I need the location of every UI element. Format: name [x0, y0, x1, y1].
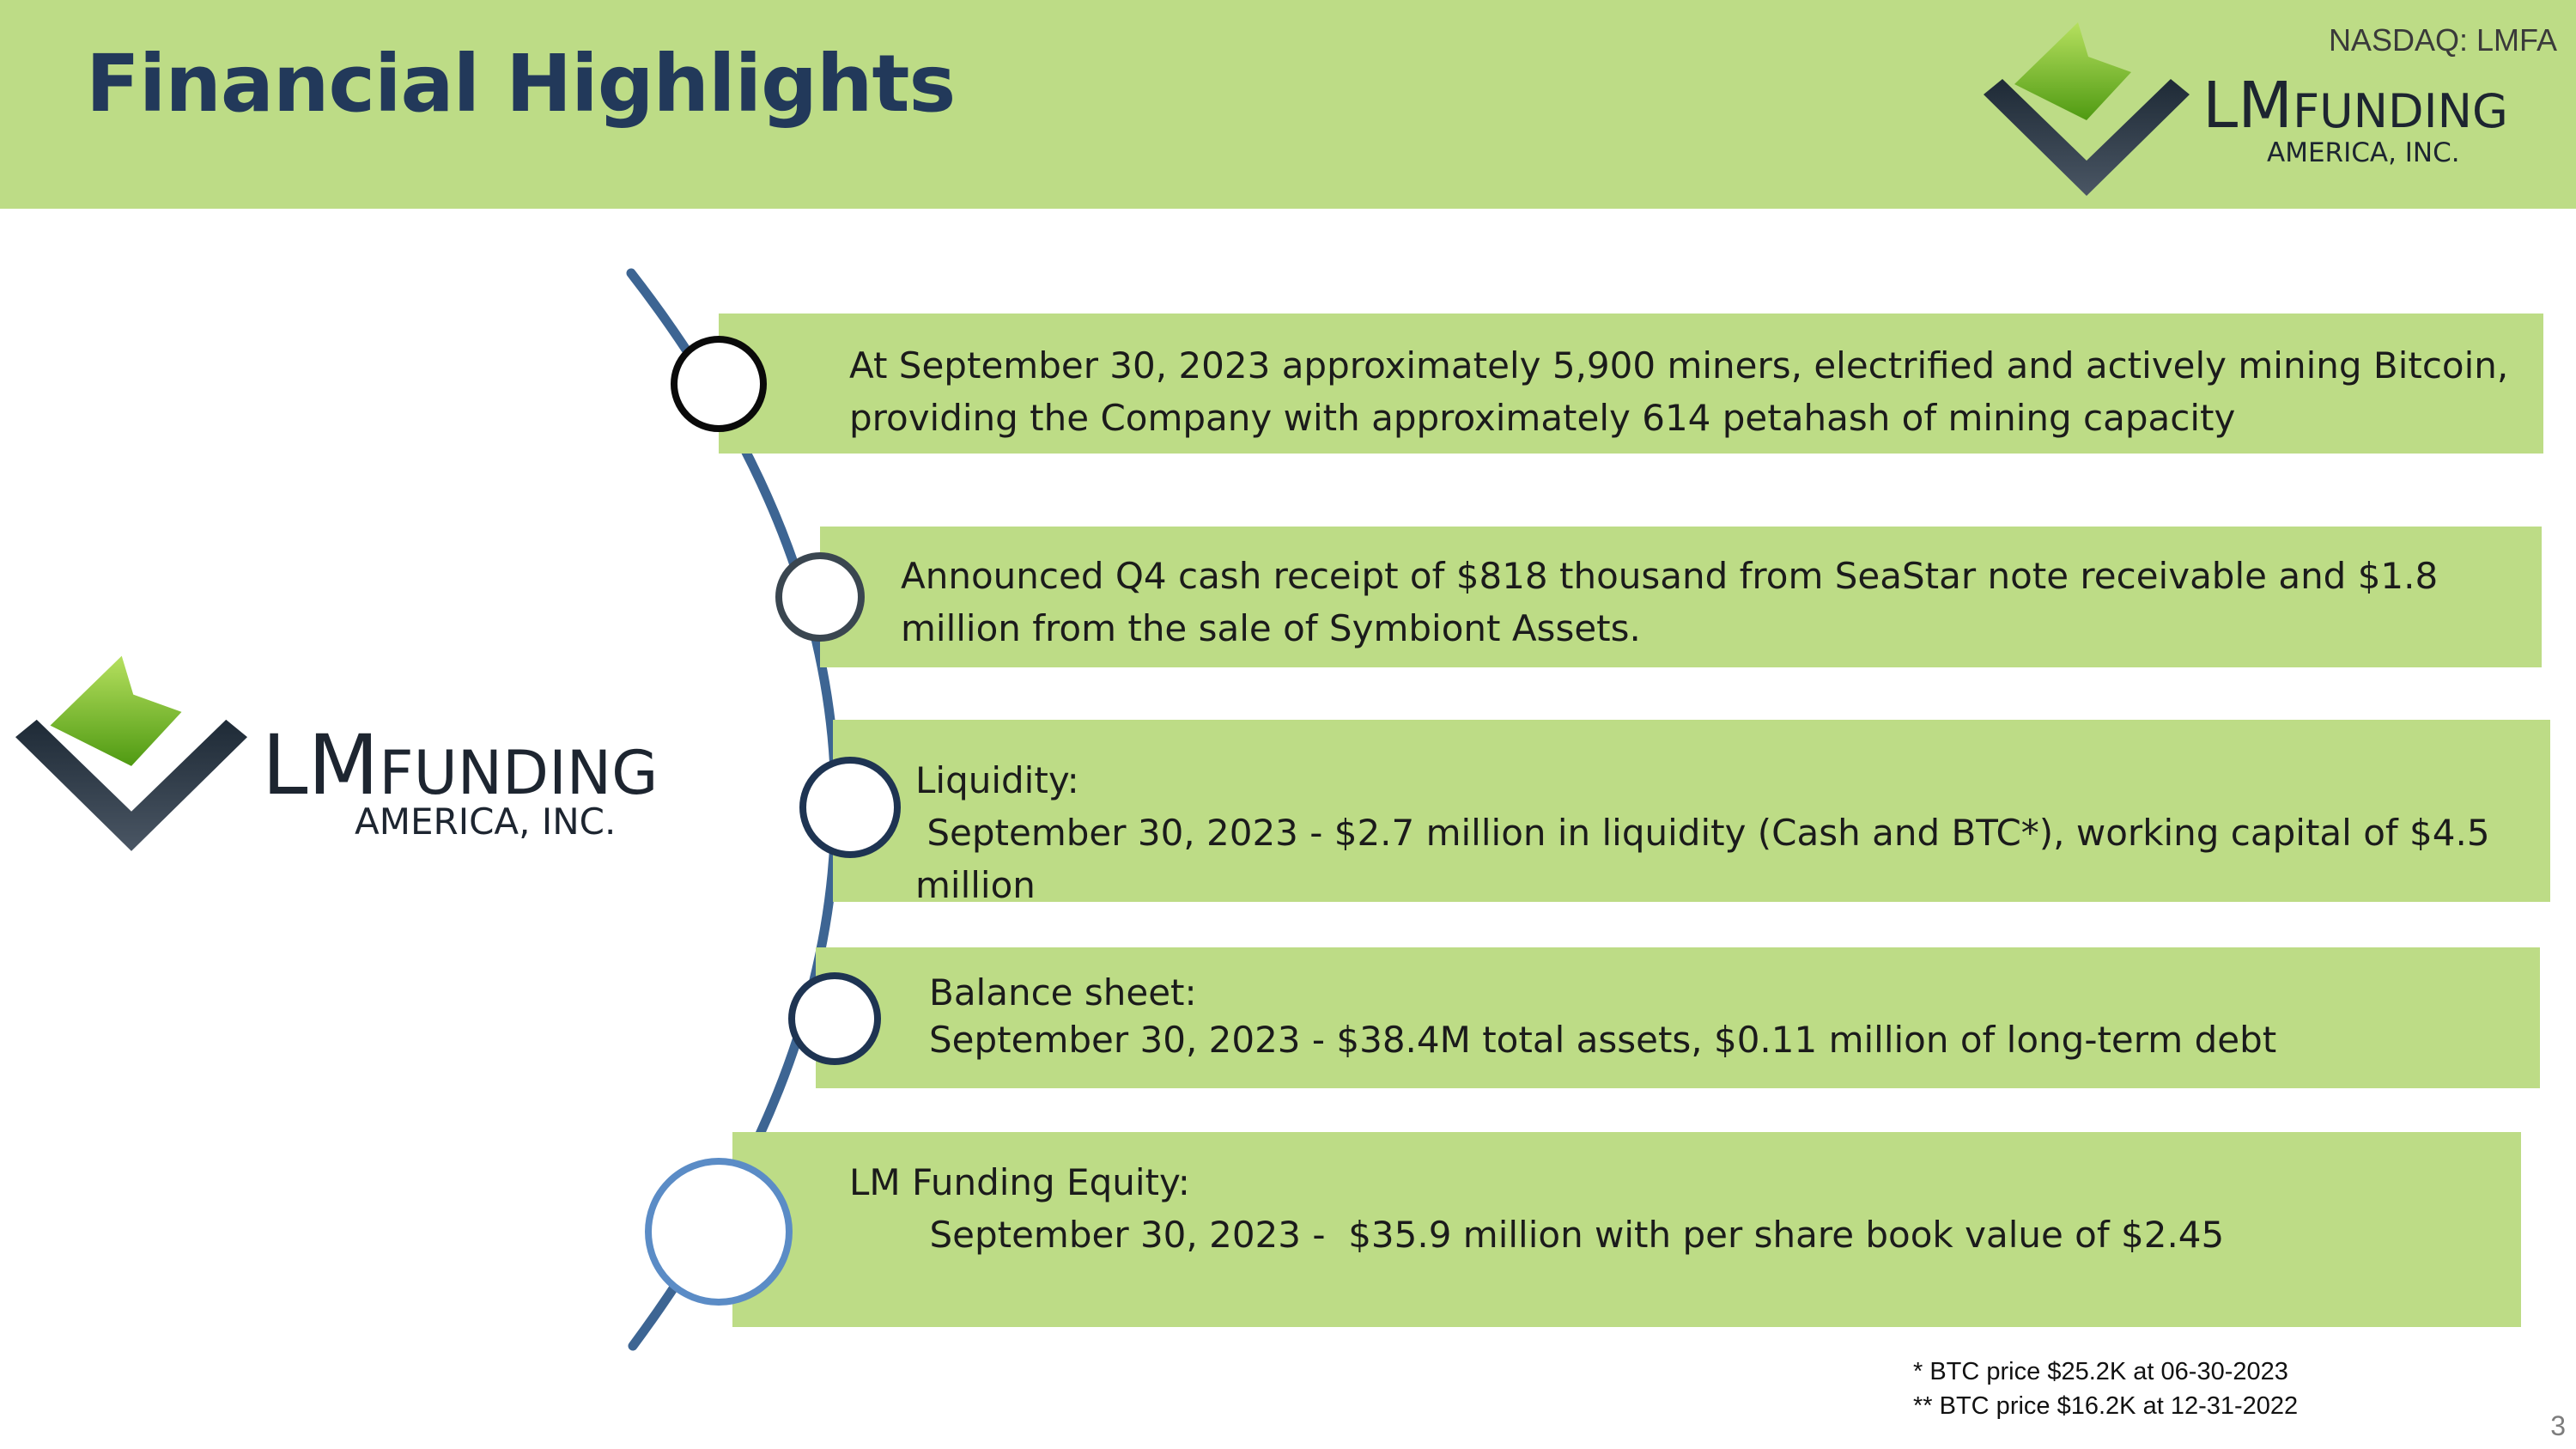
stock-ticker: NASDAQ: LMFA — [2328, 22, 2557, 58]
page-title: Financial Highlights — [86, 38, 956, 130]
diamond-logo-icon — [1984, 22, 2190, 196]
timeline-marker-1 — [671, 336, 767, 432]
highlight-line: providing the Company with approximately… — [849, 397, 2236, 439]
highlight-line: LM Funding Equity: — [849, 1161, 1190, 1203]
highlight-text: Announced Q4 cash receipt of $818 thousa… — [901, 550, 2438, 654]
highlight-line: million from the sale of Symbiont Assets… — [901, 607, 1641, 649]
highlight-bar-3: Liquidity: September 30, 2023 - $2.7 mil… — [833, 720, 2550, 906]
logo-funding: FUNDING — [379, 738, 659, 808]
highlight-line: September 30, 2023 - $2.7 million in liq… — [915, 812, 2490, 854]
logo-tagline: AMERICA, INC. — [2267, 137, 2460, 168]
highlight-line: September 30, 2023 - $35.9 million with … — [849, 1214, 2225, 1256]
highlight-line: September 30, 2023 - $38.4M total assets… — [929, 1019, 2277, 1061]
highlight-line: Liquidity: — [915, 759, 1079, 801]
logo-tagline: AMERICA, INC. — [355, 801, 617, 843]
logo-funding: FUNDING — [2293, 84, 2508, 138]
logo-wordmark: LMFUNDING — [2202, 74, 2508, 143]
highlight-line: Balance sheet: — [929, 971, 1197, 1014]
highlight-bar-5: LM Funding Equity: September 30, 2023 - … — [732, 1132, 2521, 1327]
logo-lm: LM — [262, 717, 380, 813]
diamond-logo-icon — [15, 655, 247, 851]
footnotes: * BTC price $25.2K at 06-30-2023 ** BTC … — [1913, 1355, 2298, 1423]
timeline-marker-4 — [788, 972, 881, 1065]
highlight-text: Balance sheet: September 30, 2023 - $38.… — [929, 969, 2276, 1063]
timeline-marker-3 — [799, 757, 901, 858]
highlight-text: Liquidity: September 30, 2023 - $2.7 mil… — [915, 754, 2490, 911]
highlight-line: At September 30, 2023 approximately 5,90… — [849, 344, 2509, 387]
highlight-line: Announced Q4 cash receipt of $818 thousa… — [901, 555, 2439, 597]
highlight-text: LM Funding Equity: September 30, 2023 - … — [849, 1156, 2224, 1261]
highlight-text: At September 30, 2023 approximately 5,90… — [849, 339, 2508, 444]
timeline-marker-2 — [775, 552, 865, 642]
logo-lm: LM — [2202, 69, 2293, 143]
footnote-1: * BTC price $25.2K at 06-30-2023 — [1913, 1358, 2288, 1385]
highlight-line: million — [915, 864, 1036, 906]
page-number: 3 — [2550, 1410, 2566, 1441]
highlight-bar-4: Balance sheet: September 30, 2023 - $38.… — [816, 947, 2540, 1088]
highlight-bar-2: Announced Q4 cash receipt of $818 thousa… — [820, 527, 2542, 667]
footnote-2: ** BTC price $16.2K at 12-31-2022 — [1913, 1392, 2299, 1420]
logo-wordmark: LMFUNDING — [262, 724, 658, 814]
highlight-bar-1: At September 30, 2023 approximately 5,90… — [719, 314, 2543, 454]
timeline-marker-5 — [645, 1158, 793, 1306]
